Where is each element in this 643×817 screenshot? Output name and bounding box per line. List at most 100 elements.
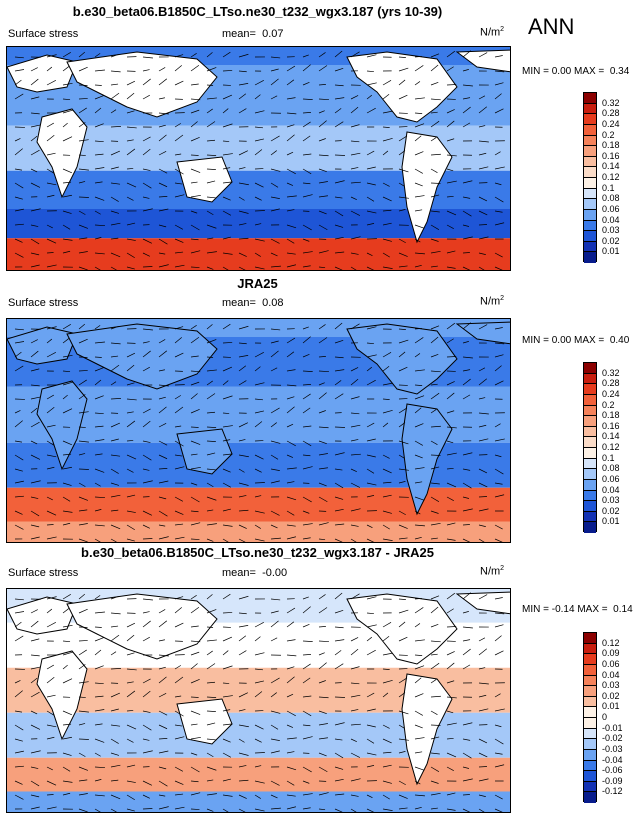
colorbar-tick-label: 0.32 (602, 367, 620, 378)
colorbar-swatch (584, 479, 596, 491)
panel-3-max-value: 0.14 (613, 604, 633, 615)
panel-3-minmax: MIN = -0.14 MAX = 0.14 (522, 604, 633, 615)
colorbar-tick-label: 0.18 (602, 140, 620, 151)
panel-3-map-svg (7, 589, 510, 812)
panel-2-minmax: MIN = 0.00 MAX = 0.40 (522, 335, 629, 346)
colorbar-swatch (584, 437, 596, 448)
colorbar-tick-label: 0.01 (602, 701, 620, 712)
colorbar-tick-label: -0.09 (602, 775, 623, 786)
colorbar-tick-label: 0.01 (602, 516, 620, 527)
colorbar-tick-label: -0.12 (602, 786, 623, 797)
colorbar-tick-label: 0.1 (602, 182, 615, 193)
colorbar-tick-label: 0.12 (602, 172, 620, 182)
colorbar-tick-label: 0.04 (602, 484, 620, 495)
colorbar-swatch (584, 458, 596, 470)
colorbar-swatch (584, 405, 596, 417)
colorbar-swatch (584, 739, 596, 750)
colorbar-swatch (584, 103, 596, 115)
panel-1-mean: mean= 0.07 (222, 28, 284, 40)
colorbar-swatch (584, 167, 596, 178)
colorbar-tick-label: 0.04 (602, 214, 620, 225)
panel-1-mean-value: 0.07 (262, 28, 284, 40)
colorbar-tick-label: 0.2 (602, 399, 615, 410)
panel-2-mean-label: mean= (222, 297, 256, 309)
panel-2-units-exp: 2 (500, 295, 505, 302)
colorbar-tick-label: 0.08 (602, 193, 620, 204)
colorbar-tick-label: 0.12 (602, 442, 620, 452)
panel-3-mean-label: mean= (222, 567, 256, 579)
panel-2-min-label: MIN = (522, 335, 549, 346)
panel-3-units: N/m2 (480, 565, 504, 578)
colorbar-tick-label: 0.28 (602, 378, 620, 389)
colorbar-swatch (584, 749, 596, 761)
colorbar-tick-label: 0.14 (602, 161, 620, 172)
colorbar-tick-label: 0.02 (602, 235, 620, 246)
colorbar-tick-label: 0.24 (602, 388, 620, 399)
colorbar-swatch (584, 394, 596, 406)
panel-2-max-value: 0.40 (609, 335, 630, 346)
colorbar-tick-label: 0.16 (602, 150, 620, 161)
colorbar-tick-label: 0.12 (602, 637, 620, 648)
panel-1-variable: Surface stress (8, 28, 79, 40)
colorbar-swatch (584, 760, 596, 772)
colorbar-tick-label: 0.1 (602, 452, 615, 463)
colorbar-swatch (584, 188, 596, 200)
panel-1-min-value: 0.00 (551, 66, 572, 77)
panel-3-max-label: MAX = (577, 604, 608, 615)
panel-1-units: N/m2 (480, 26, 504, 39)
colorbar-swatch (584, 469, 596, 480)
panel-2-min-value: 0.00 (551, 335, 572, 346)
panel-2-mean: mean= 0.08 (222, 297, 284, 309)
colorbar-tick-label: 0.03 (602, 225, 620, 236)
colorbar-swatch (584, 781, 596, 793)
colorbar-swatch (584, 686, 596, 697)
colorbar-tick-label: 0.14 (602, 431, 620, 442)
colorbar-tick-label: 0.09 (602, 648, 620, 659)
panel-1-units-base: N/m (480, 26, 501, 39)
colorbar-tick-label: 0.06 (602, 203, 620, 214)
panel-2-units-base: N/m (480, 295, 501, 308)
colorbar-swatch (584, 448, 596, 459)
colorbar-tick-label: -0.02 (602, 733, 623, 744)
colorbar-swatch (584, 384, 596, 395)
panel-1-map (6, 46, 511, 271)
colorbar-tick-label: 0.18 (602, 410, 620, 421)
panel-2-mean-value: 0.08 (262, 297, 284, 309)
colorbar-tick-label: 0.28 (602, 108, 620, 119)
panel-3-mean-value: -0.00 (262, 567, 288, 579)
panel-1-title: b.e30_beta06.B1850C_LTso.ne30_t232_wgx3.… (72, 4, 443, 19)
colorbar-tick-label: 0.03 (602, 495, 620, 506)
colorbar-tick-label: -0.01 (602, 722, 623, 733)
panel-3-colorbar (583, 632, 597, 803)
colorbar-swatch (584, 771, 596, 782)
colorbar-swatch (584, 178, 596, 189)
colorbar-swatch (584, 728, 596, 740)
colorbar-tick-label: 0.06 (602, 473, 620, 484)
colorbar-tick-label: -0.06 (602, 765, 623, 776)
colorbar-swatch (584, 426, 596, 438)
colorbar-swatch (584, 93, 596, 104)
colorbar-swatch (584, 654, 596, 665)
colorbar-swatch (584, 363, 596, 374)
panel-2-map-svg (7, 319, 510, 542)
colorbar-swatch (584, 135, 596, 147)
colorbar-swatch (584, 792, 596, 803)
colorbar-tick-label: 0.16 (602, 420, 620, 431)
panel-1-max-value: 0.34 (609, 66, 630, 77)
panel-3-min-label: MIN = (522, 604, 549, 615)
colorbar-tick-label: 0.02 (602, 505, 620, 516)
colorbar-swatch (584, 220, 596, 232)
colorbar-swatch (584, 718, 596, 729)
colorbar-tick-label: 0.03 (602, 680, 620, 691)
colorbar-swatch (584, 664, 596, 676)
colorbar-swatch (584, 146, 596, 157)
panel-2-units: N/m2 (480, 295, 504, 308)
colorbar-swatch (584, 675, 596, 687)
panel-2-colorbar (583, 362, 597, 533)
colorbar-swatch (584, 511, 596, 523)
colorbar-swatch (584, 124, 596, 136)
colorbar-tick-label: 0.01 (602, 246, 620, 257)
colorbar-swatch (584, 501, 596, 512)
colorbar-swatch (584, 231, 596, 242)
panel-2-max-label: MAX = (573, 335, 605, 346)
